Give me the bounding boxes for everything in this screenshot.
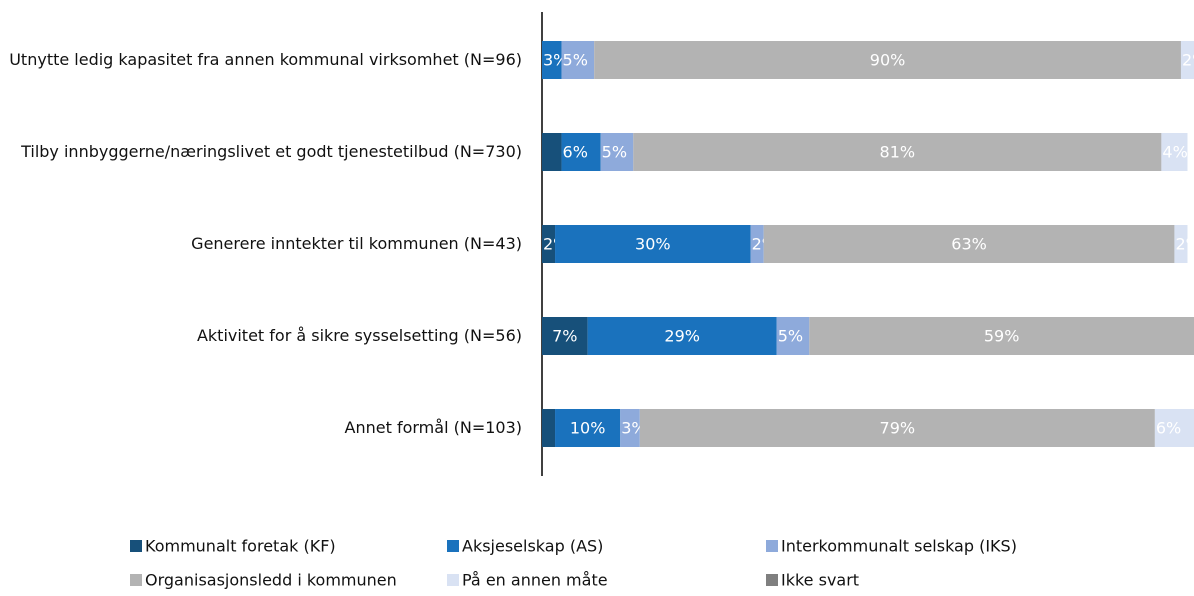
value-label: 5% [602, 143, 627, 162]
bar-segment [561, 133, 601, 171]
bar-segment [555, 225, 751, 263]
value-label: 81% [880, 143, 916, 162]
value-label: 90% [870, 51, 906, 70]
value-label: 7% [552, 327, 577, 346]
category-label: Generere inntekter til kommunen (N=43) [191, 234, 522, 253]
legend-swatch [130, 540, 142, 552]
value-label: 5% [778, 327, 803, 346]
bar-segment [776, 317, 810, 355]
legend-swatch [766, 574, 778, 586]
bar-segment [750, 225, 764, 263]
bar-segment [809, 317, 1194, 355]
legend-label: Ikke svart [781, 571, 859, 590]
legend-swatch [447, 540, 459, 552]
category-label: Aktivitet for å sikre sysselsetting (N=5… [196, 326, 522, 345]
bar-segment [600, 133, 634, 171]
value-label: 6% [563, 143, 588, 162]
bar-segment [555, 409, 621, 447]
value-label: 29% [664, 327, 700, 346]
bar-segment [620, 409, 640, 447]
legend-swatch [130, 574, 142, 586]
value-label: 63% [951, 235, 987, 254]
legend-label: Kommunalt foretak (KF) [145, 537, 336, 556]
value-label: 2% [1182, 51, 1194, 70]
bar-segment [542, 133, 562, 171]
bar-segment [542, 225, 556, 263]
bar-segment [542, 409, 556, 447]
bar-segment [1174, 225, 1188, 263]
bar-segment [594, 41, 1181, 79]
bar-segment [587, 317, 777, 355]
category-label: Annet formål (N=103) [344, 418, 522, 437]
value-label: 79% [880, 419, 916, 438]
legend-label: Interkommunalt selskap (IKS) [781, 537, 1017, 556]
legend-swatch [447, 574, 459, 586]
category-label-box: Aktivitet for å sikre sysselsetting (N=5… [2, 306, 522, 366]
bar-segment [561, 41, 595, 79]
value-label: 5% [563, 51, 588, 70]
bar-segment [639, 409, 1155, 447]
legend-label: Organisasjonsledd i kommunen [145, 571, 397, 590]
category-label-box: Utnytte ledig kapasitet fra annen kommun… [2, 30, 522, 90]
value-label: 6% [1156, 419, 1181, 438]
value-label: 10% [570, 419, 606, 438]
bar-segment [763, 225, 1175, 263]
legend-label: På en annen måte [462, 571, 608, 590]
legend-label: Aksjeselskap (AS) [462, 537, 603, 556]
value-label: 59% [984, 327, 1020, 346]
bar-segment [542, 41, 562, 79]
legend-swatch [766, 540, 778, 552]
bar-segment [542, 317, 588, 355]
bar-segment [1161, 133, 1188, 171]
category-label: Tilby innbyggerne/næringslivet et godt t… [21, 142, 522, 161]
bar-segment [1180, 41, 1194, 79]
value-label: 4% [1162, 143, 1187, 162]
category-label: Utnytte ledig kapasitet fra annen kommun… [9, 50, 522, 69]
category-label-box: Annet formål (N=103) [2, 398, 522, 458]
value-label: 30% [635, 235, 671, 254]
bar-segment [1154, 409, 1194, 447]
bar-segment [633, 133, 1162, 171]
category-label-box: Generere inntekter til kommunen (N=43) [2, 214, 522, 274]
value-label: 2% [1175, 235, 1194, 254]
category-label-box: Tilby innbyggerne/næringslivet et godt t… [2, 122, 522, 182]
